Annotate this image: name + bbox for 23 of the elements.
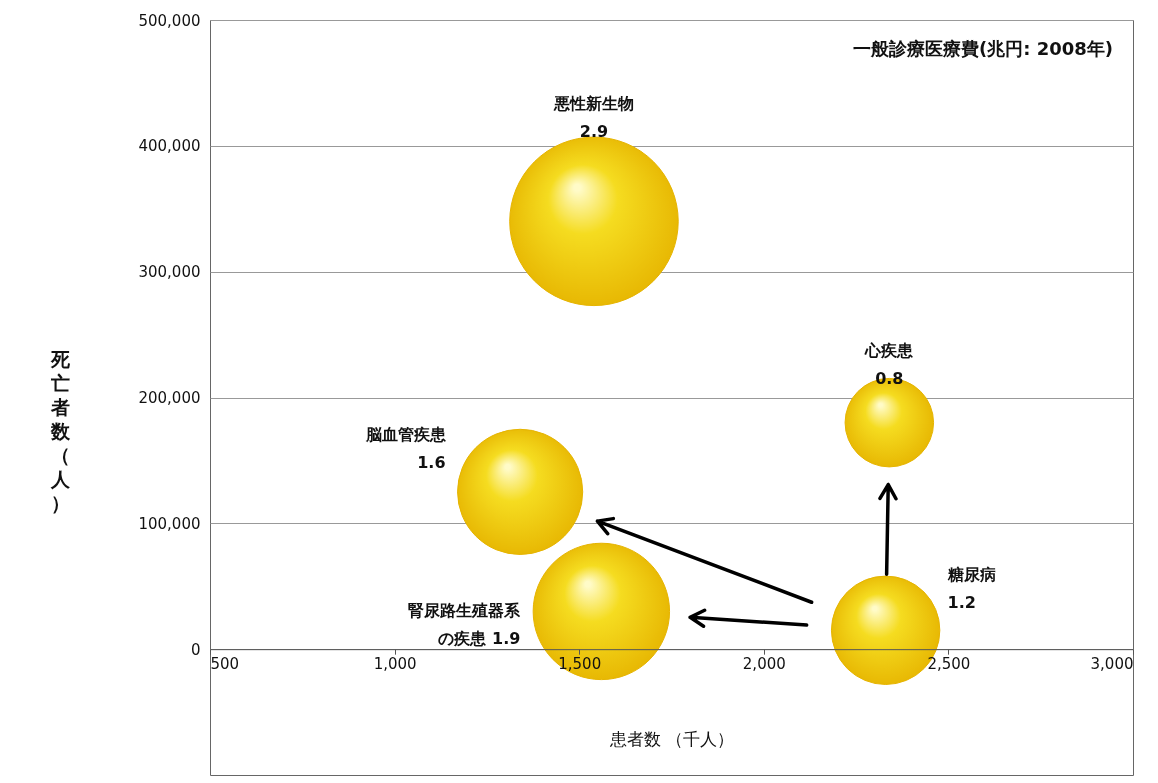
x-tick-label: 1,500 — [558, 654, 602, 673]
y-tick-label: 300,000 — [138, 263, 201, 282]
y-tick-label: 100,000 — [138, 514, 201, 533]
x-tick-label: 1,000 — [373, 654, 417, 673]
x-tick-label: 3,000 — [1090, 654, 1134, 673]
y-tick-label: 200,000 — [138, 389, 201, 407]
data-label: 1.6 — [417, 453, 446, 473]
y-tick-label: 500,000 — [138, 11, 201, 30]
x-axis-title: 患者数 （千人） — [608, 728, 735, 749]
text: 腎尿路生殖器系の疾患 1.9 — [408, 601, 521, 649]
series-label: 脳血管疾患 — [364, 425, 447, 445]
x-tick-label: 2,500 — [927, 654, 971, 673]
data-label: 1.2 — [947, 593, 976, 613]
x-tick-label: 2,000 — [742, 654, 786, 673]
x-tick-label: 500 — [210, 654, 240, 673]
series-label: 糖尿病 — [946, 565, 996, 585]
annotation: 一般診療医療費(兆円: 2008年) — [852, 38, 1113, 59]
y-axis-title: 死亡者数（人） — [50, 348, 71, 515]
series-label: 心疾患 — [864, 340, 915, 360]
data-label: 2.9 — [579, 122, 609, 142]
series-label: 悪性新生物 — [552, 94, 634, 114]
y-tick-label: 400,000 — [138, 137, 201, 156]
y-tick-label: 0 — [190, 640, 201, 659]
